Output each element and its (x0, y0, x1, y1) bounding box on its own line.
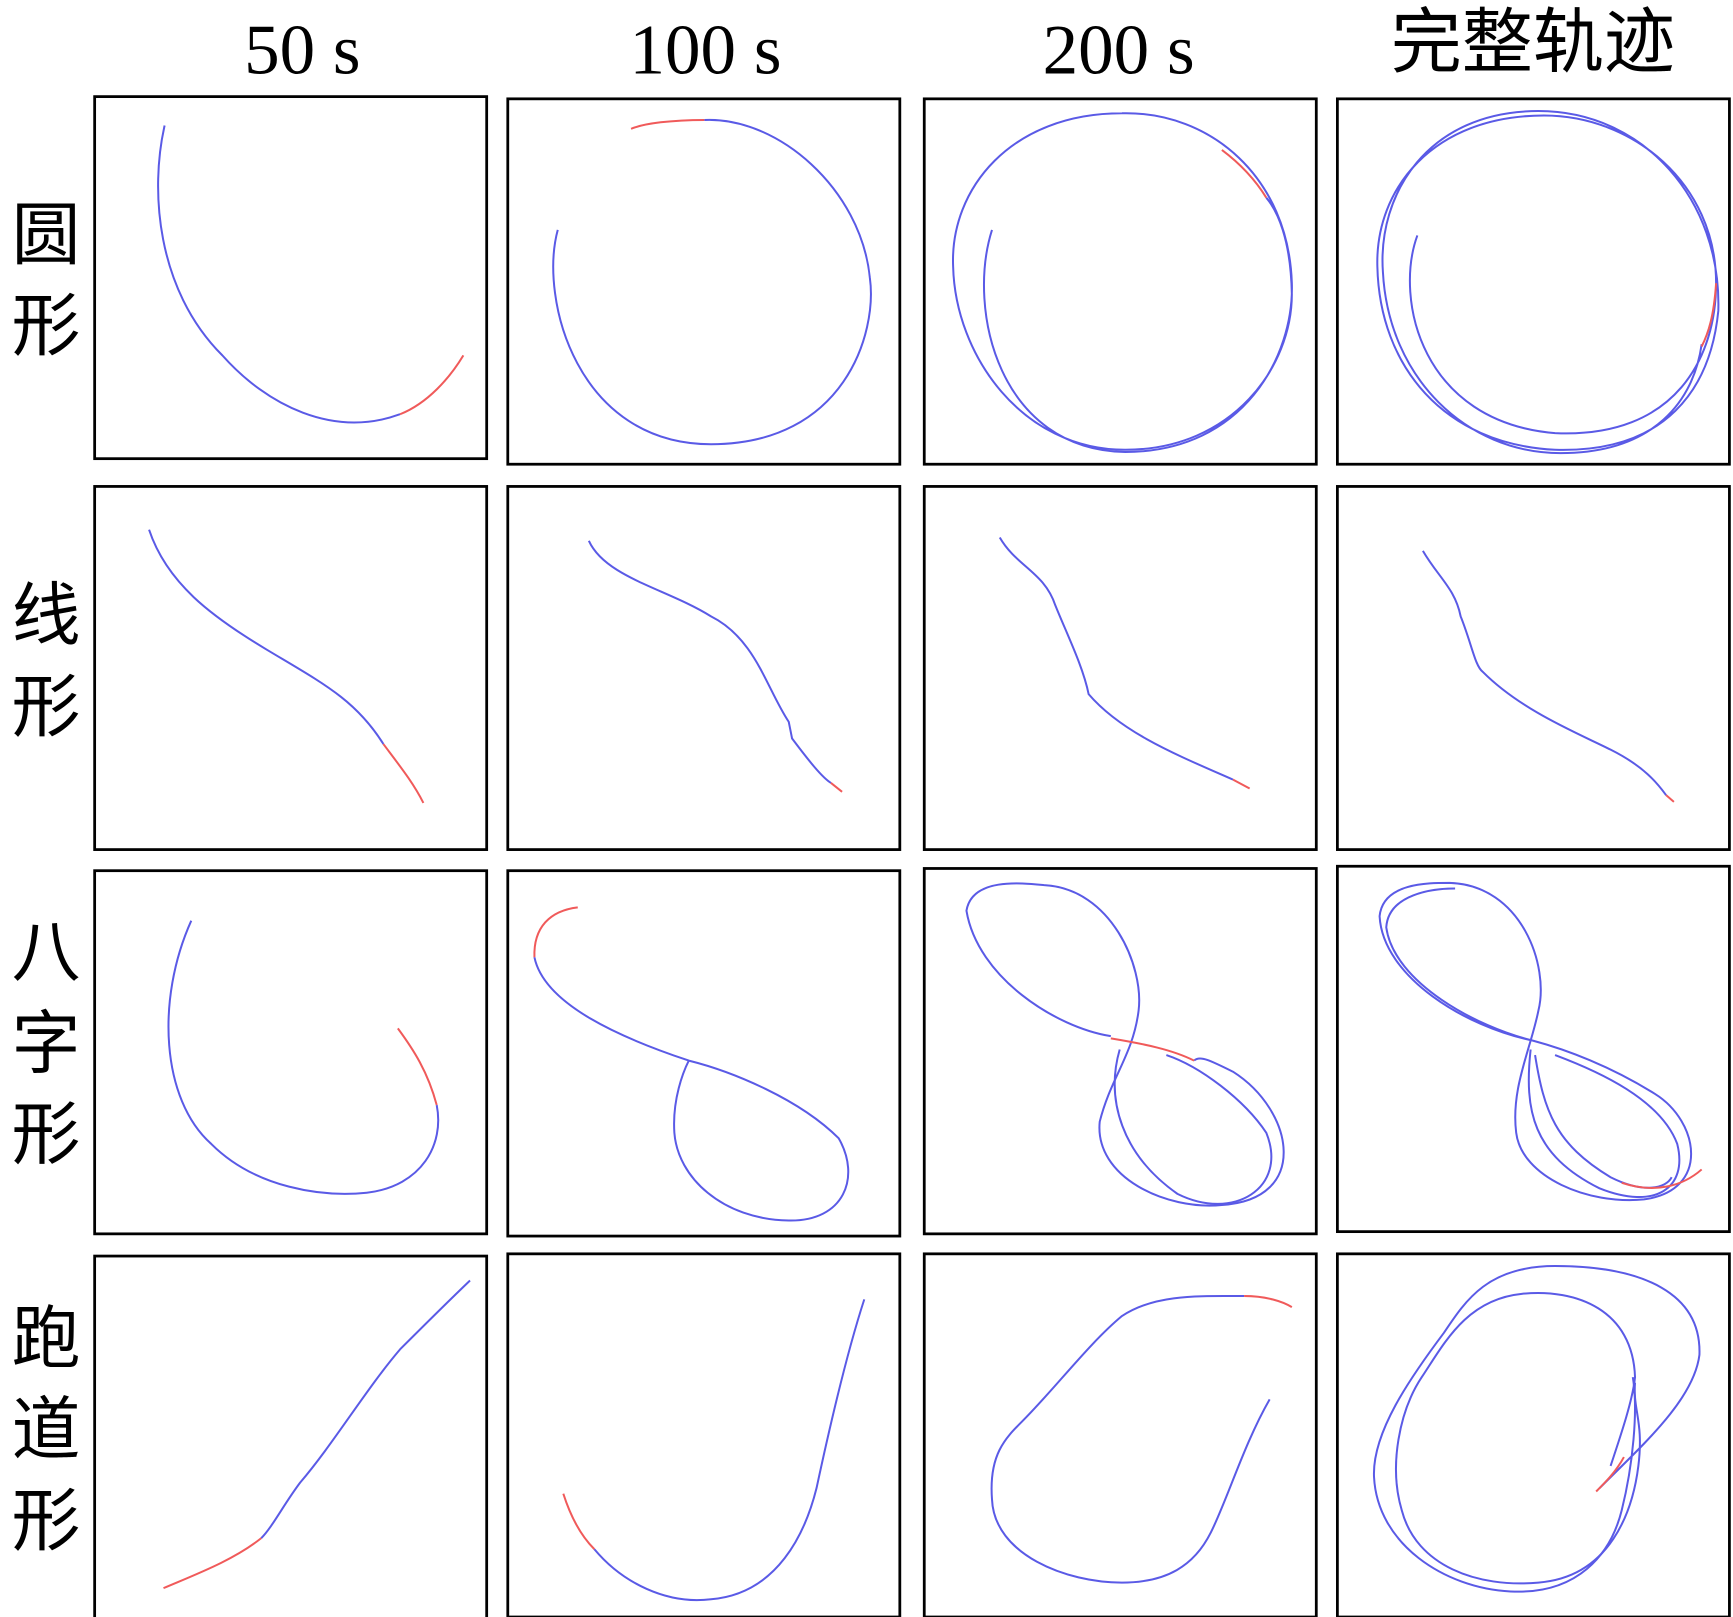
trajectory (1422, 550, 1675, 803)
trajectory (1376, 110, 1720, 455)
trajectory (1378, 881, 1703, 1202)
trajectory (167, 920, 440, 1195)
column-header: 200 s (1043, 11, 1195, 89)
row-label: 线形 (1, 579, 78, 761)
trajectory (1373, 1265, 1701, 1593)
trajectory (587, 540, 843, 793)
trajectory (562, 1299, 866, 1602)
trajectory (533, 906, 850, 1222)
trajectory (163, 1279, 471, 1590)
column-header: 100 s (629, 11, 781, 89)
trajectory (990, 1294, 1293, 1584)
trajectory (148, 529, 425, 804)
trajectory (952, 112, 1293, 454)
trajectory (552, 118, 872, 446)
row-label: 圆形 (1, 198, 78, 380)
trajectory (157, 125, 465, 424)
row-label: 跑道形 (1, 1302, 78, 1575)
column-header: 完整轨迹 (1391, 5, 1675, 83)
trajectory (965, 882, 1285, 1207)
row-label: 八字形 (1, 915, 78, 1188)
panel-frames (93, 95, 1731, 1617)
trajectory (998, 537, 1251, 790)
column-header: 50 s (244, 11, 360, 89)
